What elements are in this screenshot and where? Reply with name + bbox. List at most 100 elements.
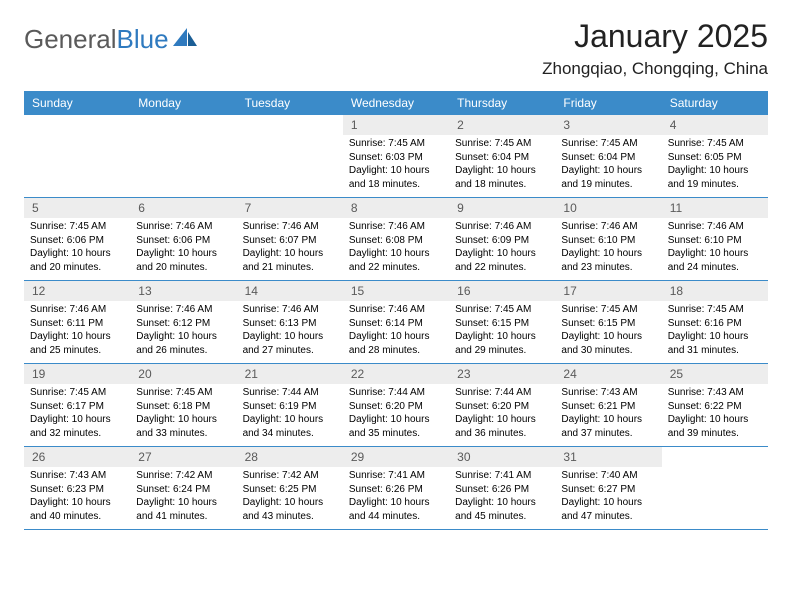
- day-info: Sunrise: 7:44 AMSunset: 6:20 PMDaylight:…: [343, 386, 449, 440]
- week-row: 1Sunrise: 7:45 AMSunset: 6:03 PMDaylight…: [24, 115, 768, 198]
- day-info: Sunrise: 7:44 AMSunset: 6:19 PMDaylight:…: [237, 386, 343, 440]
- day-info: Sunrise: 7:43 AMSunset: 6:21 PMDaylight:…: [555, 386, 661, 440]
- day-cell: 2Sunrise: 7:45 AMSunset: 6:04 PMDaylight…: [449, 115, 555, 197]
- header: GeneralBlue January 2025 Zhongqiao, Chon…: [24, 18, 768, 79]
- day-info: Sunrise: 7:44 AMSunset: 6:20 PMDaylight:…: [449, 386, 555, 440]
- weekday-header: Saturday: [662, 91, 768, 115]
- brand-part2: Blue: [117, 24, 169, 54]
- day-info: Sunrise: 7:42 AMSunset: 6:25 PMDaylight:…: [237, 469, 343, 523]
- day-info: Sunrise: 7:46 AMSunset: 6:10 PMDaylight:…: [555, 220, 661, 274]
- month-title: January 2025: [542, 18, 768, 55]
- day-number: 6: [130, 198, 236, 218]
- day-number-empty: [130, 115, 236, 135]
- day-cell: 16Sunrise: 7:45 AMSunset: 6:15 PMDayligh…: [449, 281, 555, 363]
- day-info: Sunrise: 7:41 AMSunset: 6:26 PMDaylight:…: [343, 469, 449, 523]
- week-row: 5Sunrise: 7:45 AMSunset: 6:06 PMDaylight…: [24, 198, 768, 281]
- day-cell: 28Sunrise: 7:42 AMSunset: 6:25 PMDayligh…: [237, 447, 343, 529]
- day-number: 8: [343, 198, 449, 218]
- day-info: Sunrise: 7:46 AMSunset: 6:09 PMDaylight:…: [449, 220, 555, 274]
- day-cell: 9Sunrise: 7:46 AMSunset: 6:09 PMDaylight…: [449, 198, 555, 280]
- day-info: Sunrise: 7:46 AMSunset: 6:08 PMDaylight:…: [343, 220, 449, 274]
- day-cell: [24, 115, 130, 197]
- day-cell: [662, 447, 768, 529]
- week-row: 12Sunrise: 7:46 AMSunset: 6:11 PMDayligh…: [24, 281, 768, 364]
- day-cell: 17Sunrise: 7:45 AMSunset: 6:15 PMDayligh…: [555, 281, 661, 363]
- day-number: 23: [449, 364, 555, 384]
- day-cell: 5Sunrise: 7:45 AMSunset: 6:06 PMDaylight…: [24, 198, 130, 280]
- day-number-empty: [662, 447, 768, 467]
- day-cell: 6Sunrise: 7:46 AMSunset: 6:06 PMDaylight…: [130, 198, 236, 280]
- weekday-header-row: SundayMondayTuesdayWednesdayThursdayFrid…: [24, 91, 768, 115]
- day-cell: 18Sunrise: 7:45 AMSunset: 6:16 PMDayligh…: [662, 281, 768, 363]
- day-number: 29: [343, 447, 449, 467]
- day-number: 1: [343, 115, 449, 135]
- location: Zhongqiao, Chongqing, China: [542, 59, 768, 79]
- day-cell: 24Sunrise: 7:43 AMSunset: 6:21 PMDayligh…: [555, 364, 661, 446]
- day-cell: 3Sunrise: 7:45 AMSunset: 6:04 PMDaylight…: [555, 115, 661, 197]
- day-cell: 12Sunrise: 7:46 AMSunset: 6:11 PMDayligh…: [24, 281, 130, 363]
- day-cell: 31Sunrise: 7:40 AMSunset: 6:27 PMDayligh…: [555, 447, 661, 529]
- day-info: Sunrise: 7:46 AMSunset: 6:06 PMDaylight:…: [130, 220, 236, 274]
- weekday-header: Thursday: [449, 91, 555, 115]
- day-info: Sunrise: 7:45 AMSunset: 6:06 PMDaylight:…: [24, 220, 130, 274]
- day-number: 25: [662, 364, 768, 384]
- brand-logo: GeneralBlue: [24, 24, 199, 55]
- brand-part1: General: [24, 24, 117, 54]
- weekday-header: Wednesday: [343, 91, 449, 115]
- day-number: 11: [662, 198, 768, 218]
- day-number: 10: [555, 198, 661, 218]
- day-cell: 22Sunrise: 7:44 AMSunset: 6:20 PMDayligh…: [343, 364, 449, 446]
- day-number: 5: [24, 198, 130, 218]
- day-cell: 21Sunrise: 7:44 AMSunset: 6:19 PMDayligh…: [237, 364, 343, 446]
- day-number: 2: [449, 115, 555, 135]
- day-cell: 29Sunrise: 7:41 AMSunset: 6:26 PMDayligh…: [343, 447, 449, 529]
- day-number: 24: [555, 364, 661, 384]
- weeks-container: 1Sunrise: 7:45 AMSunset: 6:03 PMDaylight…: [24, 115, 768, 530]
- day-info: Sunrise: 7:45 AMSunset: 6:15 PMDaylight:…: [555, 303, 661, 357]
- day-info: Sunrise: 7:45 AMSunset: 6:17 PMDaylight:…: [24, 386, 130, 440]
- day-cell: 11Sunrise: 7:46 AMSunset: 6:10 PMDayligh…: [662, 198, 768, 280]
- day-info: Sunrise: 7:40 AMSunset: 6:27 PMDaylight:…: [555, 469, 661, 523]
- day-info: Sunrise: 7:42 AMSunset: 6:24 PMDaylight:…: [130, 469, 236, 523]
- day-number: 22: [343, 364, 449, 384]
- day-info: Sunrise: 7:41 AMSunset: 6:26 PMDaylight:…: [449, 469, 555, 523]
- day-cell: 14Sunrise: 7:46 AMSunset: 6:13 PMDayligh…: [237, 281, 343, 363]
- day-cell: 27Sunrise: 7:42 AMSunset: 6:24 PMDayligh…: [130, 447, 236, 529]
- title-block: January 2025 Zhongqiao, Chongqing, China: [542, 18, 768, 79]
- week-row: 26Sunrise: 7:43 AMSunset: 6:23 PMDayligh…: [24, 447, 768, 530]
- day-info: Sunrise: 7:46 AMSunset: 6:13 PMDaylight:…: [237, 303, 343, 357]
- weekday-header: Monday: [130, 91, 236, 115]
- day-number: 4: [662, 115, 768, 135]
- day-cell: 1Sunrise: 7:45 AMSunset: 6:03 PMDaylight…: [343, 115, 449, 197]
- day-number: 19: [24, 364, 130, 384]
- day-number: 12: [24, 281, 130, 301]
- day-info: Sunrise: 7:45 AMSunset: 6:15 PMDaylight:…: [449, 303, 555, 357]
- day-info: Sunrise: 7:45 AMSunset: 6:18 PMDaylight:…: [130, 386, 236, 440]
- day-number: 14: [237, 281, 343, 301]
- day-cell: 15Sunrise: 7:46 AMSunset: 6:14 PMDayligh…: [343, 281, 449, 363]
- day-info: Sunrise: 7:45 AMSunset: 6:03 PMDaylight:…: [343, 137, 449, 191]
- day-cell: 19Sunrise: 7:45 AMSunset: 6:17 PMDayligh…: [24, 364, 130, 446]
- day-number: 15: [343, 281, 449, 301]
- day-cell: 7Sunrise: 7:46 AMSunset: 6:07 PMDaylight…: [237, 198, 343, 280]
- day-info: Sunrise: 7:46 AMSunset: 6:14 PMDaylight:…: [343, 303, 449, 357]
- day-number: 18: [662, 281, 768, 301]
- day-info: Sunrise: 7:46 AMSunset: 6:07 PMDaylight:…: [237, 220, 343, 274]
- day-info: Sunrise: 7:43 AMSunset: 6:22 PMDaylight:…: [662, 386, 768, 440]
- day-number: 31: [555, 447, 661, 467]
- day-cell: 10Sunrise: 7:46 AMSunset: 6:10 PMDayligh…: [555, 198, 661, 280]
- sail-icon: [173, 26, 199, 53]
- day-cell: 4Sunrise: 7:45 AMSunset: 6:05 PMDaylight…: [662, 115, 768, 197]
- weekday-header: Sunday: [24, 91, 130, 115]
- day-cell: 8Sunrise: 7:46 AMSunset: 6:08 PMDaylight…: [343, 198, 449, 280]
- day-number: 16: [449, 281, 555, 301]
- weekday-header: Tuesday: [237, 91, 343, 115]
- day-cell: 25Sunrise: 7:43 AMSunset: 6:22 PMDayligh…: [662, 364, 768, 446]
- day-cell: [237, 115, 343, 197]
- day-number: 28: [237, 447, 343, 467]
- day-cell: 26Sunrise: 7:43 AMSunset: 6:23 PMDayligh…: [24, 447, 130, 529]
- day-info: Sunrise: 7:43 AMSunset: 6:23 PMDaylight:…: [24, 469, 130, 523]
- day-info: Sunrise: 7:45 AMSunset: 6:04 PMDaylight:…: [449, 137, 555, 191]
- day-number: 20: [130, 364, 236, 384]
- brand-text: GeneralBlue: [24, 24, 169, 55]
